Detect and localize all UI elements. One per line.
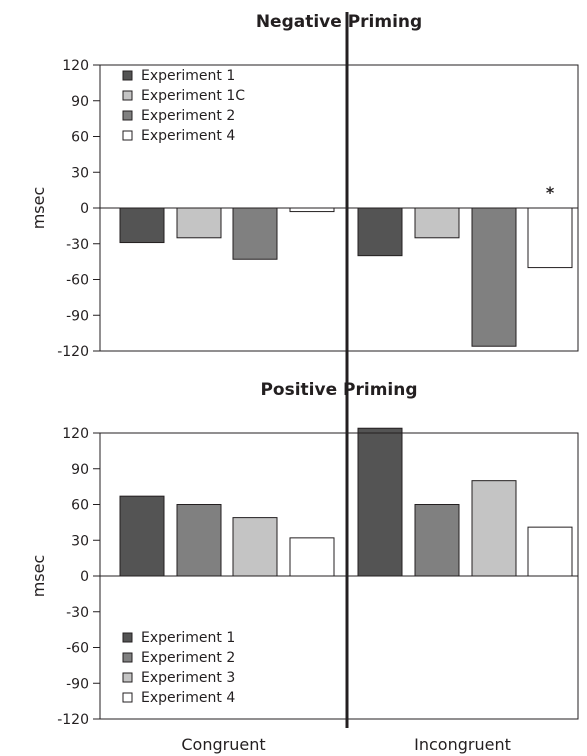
legend-swatch-experiment-4	[122, 692, 133, 703]
bar-experiment-1-congruent	[119, 207, 165, 244]
y-tick-label: -120	[57, 344, 89, 360]
category-label-incongruent: Incongruent	[414, 735, 511, 754]
y-tick-label: 0	[80, 569, 89, 585]
bar-experiment-2-congruent	[176, 504, 222, 577]
y-tick-label: 120	[62, 58, 89, 74]
legend-label-experiment-2: Experiment 2	[141, 650, 235, 666]
y-tick-label: -30	[66, 237, 89, 253]
bar-experiment-2-incongruent	[414, 504, 460, 577]
bar-experiment-1-incongruent	[357, 427, 403, 577]
legend-swatch-experiment-4	[122, 130, 133, 141]
legend-swatch-experiment-1	[122, 70, 133, 81]
legend-label-experiment-4: Experiment 4	[141, 690, 235, 706]
y-tick-label: 60	[71, 498, 89, 514]
chart-title: Positive Priming	[260, 380, 417, 400]
y-axis-label: msec	[29, 555, 48, 598]
legend-swatch-experiment-1c	[122, 90, 133, 101]
legend-label-experiment-2: Experiment 2	[141, 108, 235, 124]
plot-frame	[99, 432, 579, 720]
bar-experiment-3-incongruent	[471, 480, 517, 577]
y-tick-label: 30	[71, 533, 89, 549]
bar-experiment-3-congruent	[232, 517, 278, 577]
y-tick-label: 120	[62, 426, 89, 442]
significance-marker: *	[546, 183, 555, 202]
legend-label-experiment-1c: Experiment 1C	[141, 88, 245, 104]
y-tick-label: -30	[66, 605, 89, 621]
y-axis-label: msec	[29, 187, 48, 230]
plot-frame	[99, 64, 579, 352]
legend-swatch-experiment-2	[122, 110, 133, 121]
legend-label-experiment-4: Experiment 4	[141, 128, 235, 144]
bar-experiment-4-congruent	[289, 207, 335, 213]
y-tick-label: 90	[71, 462, 89, 478]
bar-experiment-4-incongruent	[527, 207, 573, 269]
bar-experiment-1-incongruent	[357, 207, 403, 257]
category-label-congruent: Congruent	[181, 735, 265, 754]
bar-experiment-4-congruent	[289, 537, 335, 577]
positive-priming-panel: Positive Priming msec 120 90 60 30 0 -30 -60 -90 -…	[29, 380, 579, 754]
y-tick-label: -120	[57, 712, 89, 728]
bar-experiment-1c-congruent	[176, 207, 222, 239]
bar-experiment-1c-incongruent	[414, 207, 460, 239]
y-tick-label: -60	[66, 641, 89, 657]
legend-label-experiment-3: Experiment 3	[141, 670, 235, 686]
y-tick-label: -90	[66, 676, 89, 692]
negative-priming-panel: Negative Priming msec 120 90 60 30 0 -30 -60 -90 -…	[29, 12, 579, 360]
legend-swatch-experiment-1	[122, 632, 133, 643]
bar-experiment-1-congruent	[119, 495, 165, 577]
bar-experiment-4-incongruent	[527, 526, 573, 577]
y-tick-label: -60	[66, 273, 89, 289]
y-tick-label: -90	[66, 308, 89, 324]
bar-experiment-2-incongruent	[471, 207, 517, 347]
legend-swatch-experiment-3	[122, 672, 133, 683]
y-tick-label: 90	[71, 94, 89, 110]
y-tick-label: 60	[71, 130, 89, 146]
legend-swatch-experiment-2	[122, 652, 133, 663]
chart-title: Negative Priming	[256, 12, 422, 32]
y-tick-label: 30	[71, 165, 89, 181]
legend-label-experiment-1: Experiment 1	[141, 68, 235, 84]
legend-label-experiment-1: Experiment 1	[141, 630, 235, 646]
y-tick-label: 0	[80, 201, 89, 217]
bar-experiment-2-congruent	[232, 207, 278, 260]
